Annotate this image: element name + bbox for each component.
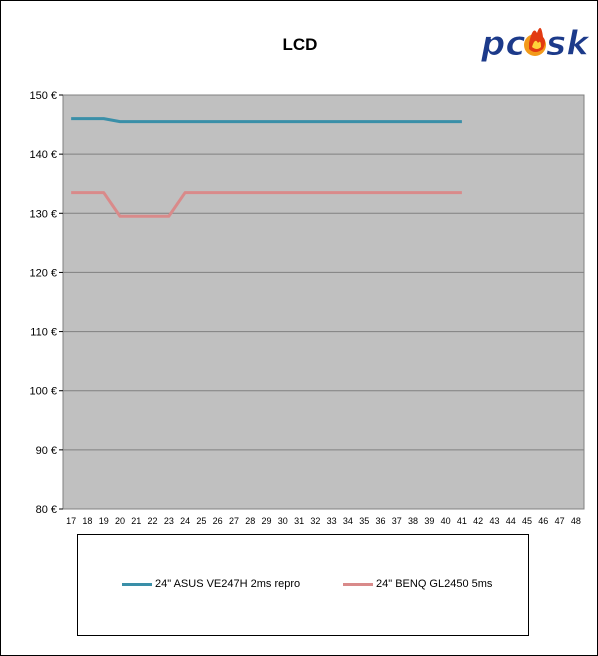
- legend-swatch-asus: [122, 582, 152, 586]
- legend-label-asus: 24" ASUS VE247H 2ms repro: [155, 578, 301, 590]
- x-tick-label: 45: [522, 516, 532, 526]
- y-tick-label: 90 €: [36, 445, 57, 457]
- x-tick-label: 31: [294, 516, 304, 526]
- x-tick-label: 47: [555, 516, 565, 526]
- logo-text-right: sk: [546, 24, 589, 64]
- series-line-asus: [71, 117, 462, 124]
- x-tick-label: 34: [343, 516, 353, 526]
- x-tick-label: 35: [359, 516, 369, 526]
- x-tick-label: 37: [392, 516, 402, 526]
- x-tick-label: 46: [538, 516, 548, 526]
- x-tick-label: 18: [82, 516, 92, 526]
- y-tick-label: 100 €: [29, 386, 57, 398]
- x-tick-label: 19: [99, 516, 109, 526]
- x-tick-label: 38: [408, 516, 418, 526]
- line-chart: 80 € 90 € 100 € 110 € 120 € 130 € 140 € 150 € 1…: [29, 90, 585, 526]
- chart-title: LCD: [282, 35, 318, 54]
- x-tick-label: 33: [327, 516, 337, 526]
- chart-legend: 24" ASUS VE247H 2ms repro 24" BENQ GL245…: [77, 534, 529, 636]
- x-tick-label: 27: [229, 516, 239, 526]
- y-tick-label: 130 €: [29, 208, 57, 220]
- x-tick-label: 25: [196, 516, 206, 526]
- legend-label-benq: 24" BENQ GL2450 5ms: [376, 578, 493, 590]
- legend-item-benq: 24" BENQ GL2450 5ms: [343, 578, 492, 590]
- x-tick-label: 23: [164, 516, 174, 526]
- plot-area: [62, 94, 585, 510]
- y-tick-label: 110 €: [30, 327, 57, 339]
- logo-text-left: pc: [480, 24, 526, 64]
- y-tick-label: 120 €: [29, 267, 57, 279]
- legend-swatch-benq: [343, 582, 373, 586]
- flame-icon: [524, 27, 546, 56]
- y-tick-label: 150 €: [29, 90, 57, 102]
- x-tick-label: 43: [489, 516, 499, 526]
- x-tick-label: 17: [66, 516, 76, 526]
- x-tick-label: 48: [571, 516, 581, 526]
- x-tick-label: 24: [180, 516, 190, 526]
- x-tick-label: 22: [148, 516, 158, 526]
- series-line-benq: [71, 191, 462, 218]
- x-tick-label: 26: [213, 516, 223, 526]
- y-tick-label: 140 €: [29, 149, 57, 161]
- x-tick-label: 41: [457, 516, 467, 526]
- x-tick-label: 28: [245, 516, 255, 526]
- x-tick-label: 42: [473, 516, 483, 526]
- x-tick-label: 20: [115, 516, 125, 526]
- x-tick-label: 21: [131, 516, 141, 526]
- x-tick-label: 36: [375, 516, 385, 526]
- x-tick-label: 29: [262, 516, 272, 526]
- y-tick-label: 80 €: [36, 504, 57, 516]
- legend-item-asus: 24" ASUS VE247H 2ms repro: [122, 578, 300, 590]
- brand-logo: pc sk: [480, 24, 590, 65]
- x-tick-label: 32: [310, 516, 320, 526]
- x-tick-label: 44: [506, 516, 516, 526]
- x-tick-label: 40: [441, 516, 451, 526]
- x-tick-label: 39: [424, 516, 434, 526]
- x-tick-label: 30: [278, 516, 288, 526]
